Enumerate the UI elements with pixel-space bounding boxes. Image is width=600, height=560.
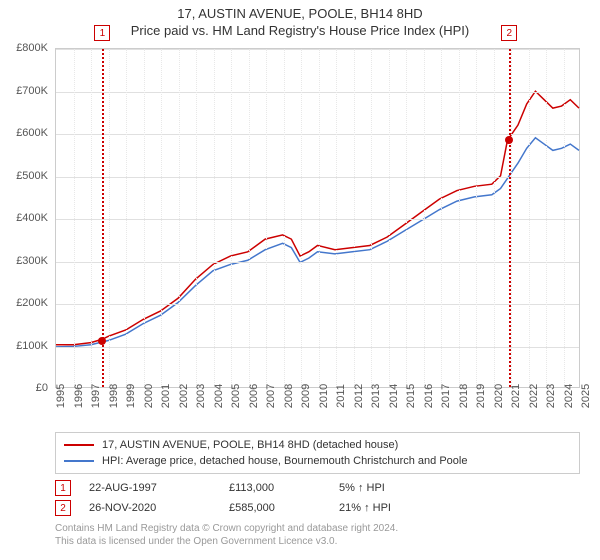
x-tick-label: 2016	[423, 384, 435, 408]
x-tick-label: 2004	[213, 384, 225, 408]
x-tick-label: 2020	[493, 384, 505, 408]
x-tick-label: 2014	[388, 384, 400, 408]
chart-plot-area: 12	[55, 48, 580, 388]
x-tick-label: 2010	[318, 384, 330, 408]
legend: 17, AUSTIN AVENUE, POOLE, BH14 8HD (deta…	[55, 432, 580, 474]
footer-line: Contains HM Land Registry data © Crown c…	[55, 522, 580, 535]
x-tick-label: 2025	[580, 384, 592, 408]
event-dot	[505, 136, 513, 144]
x-tick-label: 2000	[143, 384, 155, 408]
x-tick-label: 2005	[230, 384, 242, 408]
x-tick-label: 1995	[55, 384, 67, 408]
x-tick-label: 1998	[108, 384, 120, 408]
chart-container: 17, AUSTIN AVENUE, POOLE, BH14 8HD Price…	[0, 0, 600, 560]
y-tick-label: £200K	[16, 297, 48, 309]
x-tick-label: 2007	[265, 384, 277, 408]
y-tick-label: £300K	[16, 255, 48, 267]
y-tick-label: £0	[36, 382, 48, 394]
y-tick-label: £600K	[16, 127, 48, 139]
x-tick-label: 2002	[178, 384, 190, 408]
x-tick-label: 2008	[283, 384, 295, 408]
footer-attribution: Contains HM Land Registry data © Crown c…	[55, 522, 580, 548]
event-date: 26-NOV-2020	[89, 502, 229, 514]
y-tick-label: £100K	[16, 340, 48, 352]
events-table: 1 22-AUG-1997 £113,000 5% ↑ HPI 2 26-NOV…	[55, 478, 580, 518]
x-tick-label: 2011	[335, 384, 347, 408]
x-axis-labels: 1995199619971998199920002001200220032004…	[55, 390, 580, 430]
event-number-box: 2	[55, 500, 71, 516]
series-line-hpi	[56, 138, 579, 347]
event-number-box: 1	[55, 480, 71, 496]
event-date: 22-AUG-1997	[89, 482, 229, 494]
x-tick-label: 1999	[125, 384, 137, 408]
footer-line: This data is licensed under the Open Gov…	[55, 535, 580, 548]
chart-svg	[56, 49, 579, 387]
x-tick-label: 2019	[475, 384, 487, 408]
chart-title: 17, AUSTIN AVENUE, POOLE, BH14 8HD	[0, 6, 600, 21]
legend-label: 17, AUSTIN AVENUE, POOLE, BH14 8HD (deta…	[102, 439, 398, 451]
event-row: 1 22-AUG-1997 £113,000 5% ↑ HPI	[55, 478, 580, 498]
event-delta: 5% ↑ HPI	[339, 482, 459, 494]
x-tick-label: 2001	[160, 384, 172, 408]
event-marker-label: 1	[94, 25, 110, 41]
x-tick-label: 2018	[458, 384, 470, 408]
legend-swatch	[64, 460, 94, 462]
x-tick-label: 2017	[440, 384, 452, 408]
event-marker-label: 2	[501, 25, 517, 41]
y-tick-label: £500K	[16, 170, 48, 182]
series-line-property	[56, 91, 579, 345]
x-tick-label: 2003	[195, 384, 207, 408]
y-tick-label: £400K	[16, 212, 48, 224]
x-tick-label: 2012	[353, 384, 365, 408]
y-axis-labels: £0£100K£200K£300K£400K£500K£600K£700K£80…	[0, 48, 52, 388]
event-dot	[98, 337, 106, 345]
x-tick-label: 2006	[248, 384, 260, 408]
y-tick-label: £800K	[16, 42, 48, 54]
x-tick-label: 1996	[73, 384, 85, 408]
legend-label: HPI: Average price, detached house, Bour…	[102, 455, 467, 467]
x-tick-label: 2009	[300, 384, 312, 408]
event-price: £113,000	[229, 482, 339, 494]
legend-item: 17, AUSTIN AVENUE, POOLE, BH14 8HD (deta…	[64, 437, 571, 453]
x-tick-label: 1997	[90, 384, 102, 408]
event-delta: 21% ↑ HPI	[339, 502, 459, 514]
x-tick-label: 2015	[405, 384, 417, 408]
x-tick-label: 2021	[510, 384, 522, 408]
x-tick-label: 2013	[370, 384, 382, 408]
x-tick-label: 2022	[528, 384, 540, 408]
y-tick-label: £700K	[16, 85, 48, 97]
event-row: 2 26-NOV-2020 £585,000 21% ↑ HPI	[55, 498, 580, 518]
x-tick-label: 2023	[545, 384, 557, 408]
event-price: £585,000	[229, 502, 339, 514]
x-tick-label: 2024	[563, 384, 575, 408]
legend-swatch	[64, 444, 94, 446]
legend-item: HPI: Average price, detached house, Bour…	[64, 453, 571, 469]
